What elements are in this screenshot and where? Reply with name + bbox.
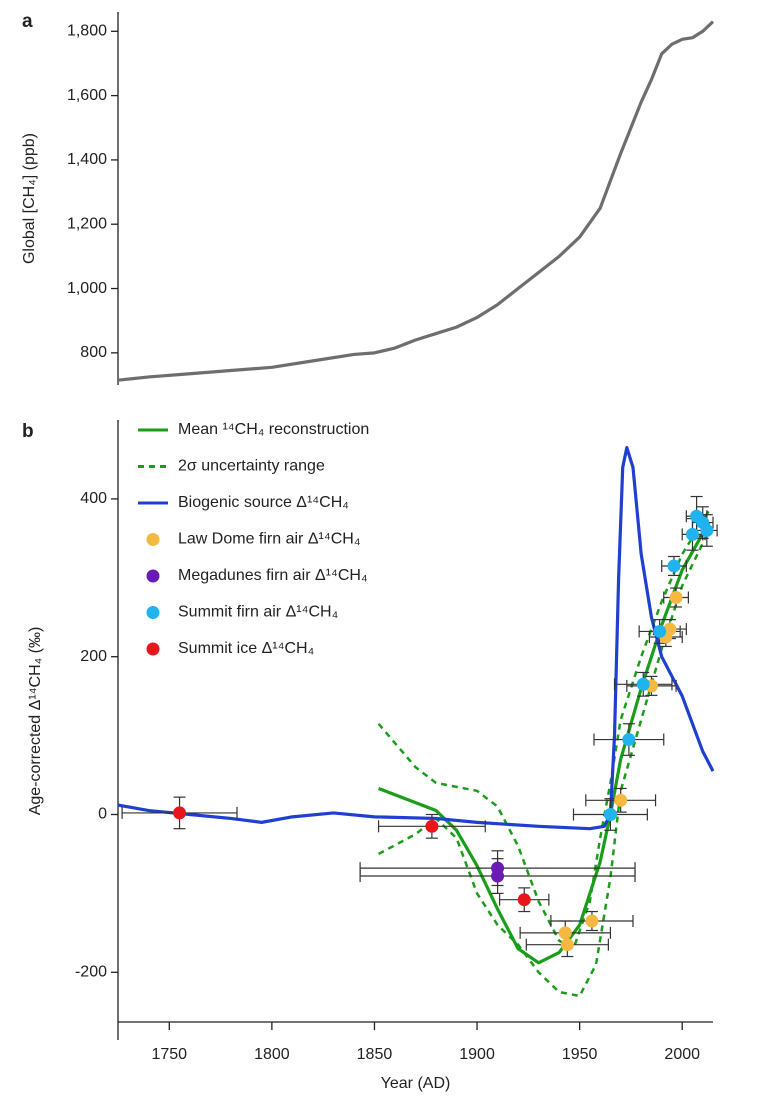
legend-marker <box>146 533 160 546</box>
x-axis-label: Year (AD) <box>381 1075 451 1092</box>
legend-label: Megadunes firn air Δ¹⁴CH₄ <box>178 567 368 584</box>
data-point <box>558 926 572 940</box>
x-tick-label: 1900 <box>459 1046 495 1063</box>
legend-label: Summit firn air Δ¹⁴CH₄ <box>178 604 338 621</box>
panel-label: b <box>22 421 34 442</box>
legend-label: Summit ice Δ¹⁴CH₄ <box>178 640 314 657</box>
data-line <box>377 521 711 965</box>
x-tick-label: 2000 <box>664 1046 700 1063</box>
y-tick-label: 1,400 <box>67 151 107 168</box>
data-point <box>669 591 683 605</box>
y-tick-label: 400 <box>80 490 107 507</box>
y-tick-label: 1,800 <box>67 23 107 40</box>
y-tick-label: -200 <box>75 964 107 981</box>
legend-label: Law Dome firn air Δ¹⁴CH₄ <box>178 531 360 548</box>
data-point <box>700 523 714 537</box>
y-axis-label: Age-corrected Δ¹⁴CH₄ (‰) <box>27 627 44 816</box>
legend-label: Biogenic source Δ¹⁴CH₄ <box>178 494 349 511</box>
data-point <box>173 806 187 820</box>
data-point <box>585 914 599 928</box>
data-line <box>117 20 715 382</box>
data-point <box>663 622 677 636</box>
legend-label: Mean ¹⁴CH₄ reconstruction <box>178 421 369 438</box>
y-tick-label: 200 <box>80 648 107 665</box>
y-tick-label: 1,600 <box>67 87 107 104</box>
x-tick-label: 1850 <box>357 1046 393 1063</box>
x-tick-label: 1800 <box>254 1046 290 1063</box>
y-axis-label: Global [CH₄] (ppb) <box>21 133 38 264</box>
x-tick-label: 1950 <box>562 1046 598 1063</box>
legend-marker <box>146 606 160 619</box>
data-point <box>636 677 650 691</box>
data-point <box>560 938 574 952</box>
data-line <box>377 529 711 998</box>
y-tick-label: 0 <box>98 806 107 823</box>
data-point <box>491 869 505 883</box>
data-line <box>117 446 715 831</box>
legend-marker <box>146 569 160 583</box>
data-point <box>653 624 667 638</box>
data-line <box>377 510 710 950</box>
legend-label: 2σ uncertainty range <box>178 458 325 475</box>
data-point <box>614 793 628 807</box>
y-tick-label: 800 <box>80 344 107 361</box>
y-tick-label: 1,200 <box>67 215 107 232</box>
legend-marker <box>146 642 160 656</box>
x-tick-label: 1750 <box>151 1046 187 1063</box>
panel-label: a <box>22 11 33 32</box>
data-point <box>425 819 439 833</box>
data-point <box>517 893 531 907</box>
data-point <box>622 733 636 747</box>
y-tick-label: 1,000 <box>67 280 107 297</box>
data-point <box>603 807 617 821</box>
data-point <box>685 527 699 541</box>
data-point <box>667 559 681 573</box>
